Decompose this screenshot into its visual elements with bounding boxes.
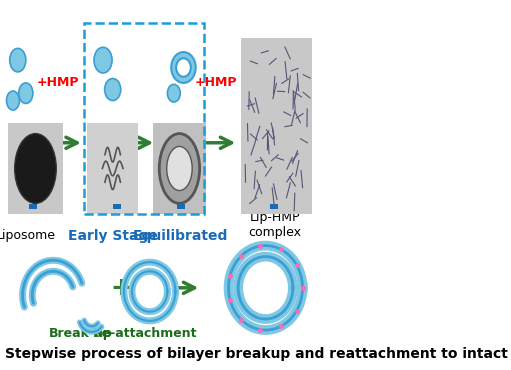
Bar xyxy=(177,205,185,209)
Text: Equilibrated: Equilibrated xyxy=(132,229,228,243)
Ellipse shape xyxy=(94,47,112,73)
Text: Lip-HMP
complex: Lip-HMP complex xyxy=(249,211,301,239)
Ellipse shape xyxy=(10,48,26,72)
Text: Liposome: Liposome xyxy=(0,229,56,242)
Text: Break-up: Break-up xyxy=(49,327,112,340)
Ellipse shape xyxy=(19,83,33,104)
Ellipse shape xyxy=(105,78,121,101)
Text: +: + xyxy=(110,276,131,300)
Text: Early Stage: Early Stage xyxy=(68,229,157,243)
Ellipse shape xyxy=(7,91,19,110)
Bar xyxy=(29,205,37,209)
Text: +HMP: +HMP xyxy=(37,76,79,89)
Bar xyxy=(270,205,278,209)
Bar xyxy=(113,205,121,209)
Ellipse shape xyxy=(168,84,180,102)
Ellipse shape xyxy=(176,58,191,77)
Text: Re-attachment: Re-attachment xyxy=(92,327,197,340)
Text: +HMP: +HMP xyxy=(194,76,237,89)
Ellipse shape xyxy=(171,52,196,83)
Text: Stepwise process of bilayer breakup and reattachment to intact liposome: Stepwise process of bilayer breakup and … xyxy=(5,347,511,361)
